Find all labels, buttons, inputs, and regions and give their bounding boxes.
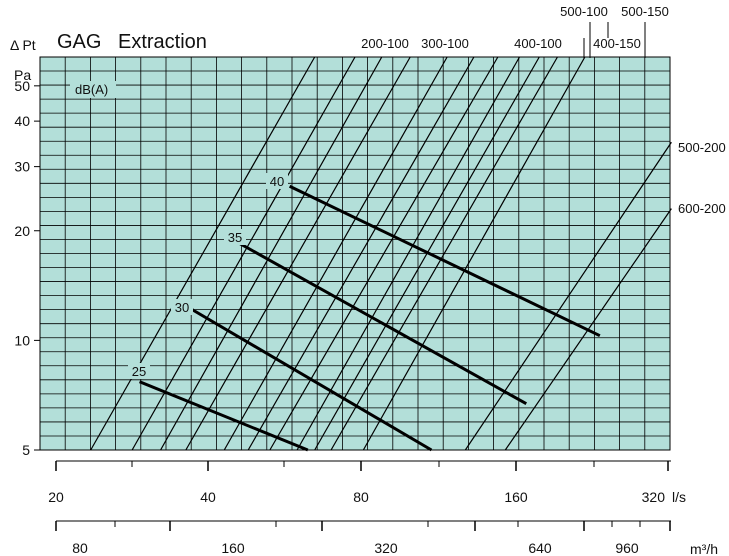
size-curve (247, 56, 475, 451)
size-curve-label-500-200: 500-200 (678, 140, 726, 155)
size-curve-500-200 (464, 141, 672, 451)
x-tick-label-m3h: 640 (528, 540, 552, 556)
noise-label-bg (224, 229, 246, 245)
noise-label-bg (266, 173, 288, 189)
axes: 5 10 20 30 40 50 20 40 80 160 320 80 160 320 640 960 (14, 78, 671, 556)
size-curve (160, 56, 383, 451)
size-curve-label-200-100: 200-100 (361, 36, 409, 51)
noise-curve-label-40: 40 (270, 174, 284, 189)
size-curve (296, 56, 521, 451)
x-tick-label-ls: 40 (200, 489, 216, 505)
size-curve-400-100 (223, 56, 448, 451)
size-curve-200-100 (90, 56, 316, 451)
size-curve-500-150 (362, 56, 586, 451)
size-curve (185, 56, 411, 451)
size-curve-label-300-100: 300-100 (421, 36, 469, 51)
size-curve-300-100 (131, 56, 356, 451)
x-unit-m3h: m³/h (690, 541, 718, 556)
size-curve-label-400-150: 400-150 (593, 36, 641, 51)
noise-curve-25 (139, 380, 309, 452)
chart-title: GAG (57, 31, 101, 53)
size-curve-label-600-200: 600-200 (678, 201, 726, 216)
labels: Δ Pt Pa GAG Extraction dB(A) l/s m³/h (10, 31, 718, 556)
noise-label-bg (128, 363, 150, 379)
x-tick-label-ls: 160 (504, 489, 528, 505)
noise-curve-40 (288, 184, 601, 338)
noise-label-bg (171, 299, 193, 315)
y-tick-label: 10 (14, 332, 30, 348)
noise-curve-label-30: 30 (175, 300, 189, 315)
x-tick-label-m3h: 160 (221, 540, 245, 556)
noise-curves: 25 30 35 40 (128, 173, 601, 452)
y-tick-label: 30 (14, 159, 30, 175)
noise-curve-30 (188, 306, 433, 452)
size-curve-label-400-100: 400-100 (514, 36, 562, 51)
y-tick-label: 40 (14, 113, 30, 129)
y-tick-label: 50 (14, 78, 30, 94)
noise-curve-label-25: 25 (132, 364, 146, 379)
x-tick-label-ls: 320 (642, 489, 666, 505)
y-tick-label: 20 (14, 223, 30, 239)
noise-label: dB(A) (75, 82, 108, 97)
chart-subtitle: Extraction (118, 31, 207, 53)
grid (40, 57, 670, 450)
y-tick-label: 5 (22, 442, 30, 458)
y-unit: Pa (14, 67, 31, 83)
ylabel: Δ Pt (10, 37, 36, 53)
noise-curve-35 (238, 241, 528, 406)
x-tick-label-m3h: 80 (72, 540, 88, 556)
size-curve-500-100 (269, 56, 499, 451)
x-tick-label-ls: 20 (48, 489, 64, 505)
x-tick-label-m3h: 320 (374, 540, 398, 556)
size-curve-label-500-100: 500-100 (560, 4, 608, 19)
size-curve-label-500-150: 500-150 (621, 4, 669, 19)
x-tick-label-m3h: 960 (615, 540, 639, 556)
x-unit-ls: l/s (672, 489, 686, 505)
x-tick-label-ls: 80 (353, 489, 369, 505)
size-curve (330, 56, 558, 451)
noise-label-bg (70, 81, 116, 98)
noise-curve-label-35: 35 (228, 230, 242, 245)
